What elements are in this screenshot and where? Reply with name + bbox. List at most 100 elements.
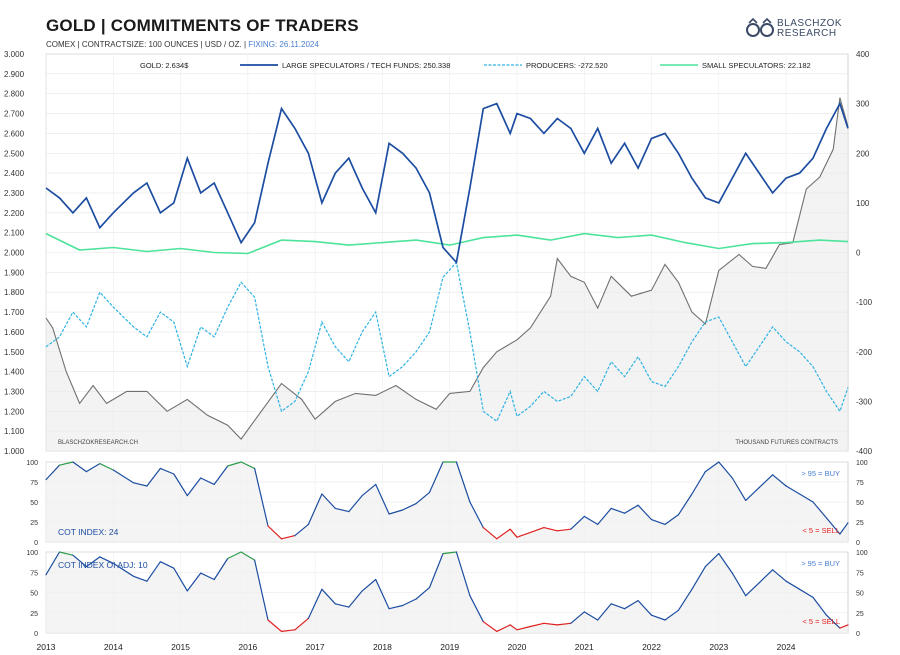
left-tick-label: 1.800 bbox=[4, 288, 25, 297]
index-segment bbox=[132, 575, 148, 582]
index-segment bbox=[482, 621, 498, 633]
small-specs-line bbox=[45, 232, 849, 255]
index-left-tick: 50 bbox=[30, 591, 38, 598]
legend-producers: PRODUCERS: -272.520 bbox=[526, 61, 608, 70]
index-segment bbox=[623, 599, 639, 610]
index-segment bbox=[482, 526, 498, 540]
x-tick-label: 2014 bbox=[104, 642, 123, 652]
index-segment bbox=[85, 463, 101, 473]
index-segment bbox=[758, 474, 774, 489]
index-segment bbox=[771, 569, 787, 582]
index-segment bbox=[839, 624, 849, 629]
left-tick-label: 1.200 bbox=[4, 407, 25, 416]
index-segment bbox=[294, 523, 309, 537]
left-tick-label: 2.700 bbox=[4, 110, 25, 119]
unit-note: THOUSAND FUTURES CONTRACTS bbox=[735, 440, 838, 446]
index-segment bbox=[839, 522, 849, 535]
left-tick-label: 2.500 bbox=[4, 149, 25, 158]
index-segment bbox=[348, 495, 363, 513]
index-segment bbox=[388, 604, 404, 610]
index-segment bbox=[280, 629, 296, 633]
right-tick-label: -100 bbox=[856, 298, 873, 307]
index-segment bbox=[543, 526, 558, 532]
index-segment bbox=[72, 461, 88, 473]
main-panel: 3.000 2.900 2.800 2.700 2.600 2.500 2.400 2.300… bbox=[4, 50, 873, 456]
left-tick-label: 2.200 bbox=[4, 209, 25, 218]
index-segment bbox=[375, 578, 390, 610]
left-tick-label: 3.000 bbox=[4, 50, 25, 59]
left-tick-label: 2.800 bbox=[4, 90, 25, 99]
x-tick-label: 2021 bbox=[575, 642, 594, 652]
index-segment bbox=[112, 469, 135, 484]
large-specs-line bbox=[45, 101, 849, 265]
index-segment bbox=[159, 467, 175, 475]
legend-large: LARGE SPECULATORS / TECH FUNDS: 250.338 bbox=[282, 61, 450, 70]
right-tick-label: 300 bbox=[856, 100, 870, 109]
x-tick-label: 2019 bbox=[440, 642, 459, 652]
index-segment bbox=[334, 603, 350, 608]
index-segment bbox=[159, 561, 175, 569]
right-tick-label: -300 bbox=[856, 397, 873, 406]
index-segment bbox=[415, 491, 431, 505]
left-tick-label: 1.000 bbox=[4, 447, 25, 456]
left-tick-label: 1.600 bbox=[4, 328, 25, 337]
x-tick-label: 2013 bbox=[37, 642, 56, 652]
index-segment bbox=[455, 551, 471, 597]
index-left-tick: 0 bbox=[34, 631, 38, 638]
cot-index-panel: 100 100 75 75 50 50 25 25 0 0 COT INDEX: 24 > 95 = … bbox=[26, 460, 867, 547]
index-segment bbox=[718, 461, 733, 479]
index-segment bbox=[637, 599, 653, 616]
index-segment bbox=[200, 572, 215, 581]
index-segment bbox=[597, 507, 612, 526]
index-segment bbox=[267, 525, 283, 540]
index-segment bbox=[650, 614, 666, 621]
left-tick-label: 2.400 bbox=[4, 169, 25, 178]
buy-rule: > 95 = BUY bbox=[801, 559, 840, 568]
left-tick-label: 1.500 bbox=[4, 348, 25, 357]
index-segment bbox=[85, 556, 101, 568]
index-segment bbox=[570, 611, 585, 624]
left-tick-label: 1.300 bbox=[4, 387, 25, 396]
index-right-tick: 50 bbox=[856, 591, 864, 598]
index-segment bbox=[307, 493, 323, 526]
right-tick-label: -200 bbox=[856, 348, 873, 357]
index-segment bbox=[99, 556, 114, 564]
left-tick-label: 2.900 bbox=[4, 70, 25, 79]
index-right-tick: 75 bbox=[856, 570, 864, 577]
index-segment bbox=[785, 580, 801, 590]
index-segment bbox=[132, 482, 148, 487]
index-segment bbox=[146, 467, 161, 487]
index-segment bbox=[583, 515, 599, 526]
logo-line2: RESEARCH bbox=[777, 28, 837, 39]
index-segment bbox=[745, 582, 760, 597]
cot-index-oi-adj-panel: 100 100 75 75 50 50 25 25 0 0 COT INDEX OI ADJ: 10… bbox=[26, 550, 867, 638]
gold-area bbox=[46, 97, 848, 451]
index-segment bbox=[664, 514, 680, 526]
x-tick-label: 2022 bbox=[642, 642, 661, 652]
index-segment bbox=[442, 551, 457, 555]
subtitle-fixing: FIXING: 26.11.2024 bbox=[248, 40, 319, 49]
index-segment bbox=[543, 622, 558, 626]
index-segment bbox=[112, 562, 135, 577]
legend-small: SMALL SPECULATORS: 22.182 bbox=[702, 61, 811, 70]
index-right-tick: 75 bbox=[856, 480, 864, 487]
index-segment bbox=[173, 567, 188, 592]
index-left-tick: 100 bbox=[26, 550, 38, 557]
index-label: COT INDEX OI ADJ: 10 bbox=[58, 560, 148, 570]
right-tick-label: 0 bbox=[856, 249, 861, 258]
index-right-tick: 50 bbox=[856, 500, 864, 507]
left-tick-label: 2.300 bbox=[4, 189, 25, 198]
index-segment bbox=[213, 465, 229, 485]
index-segment bbox=[240, 461, 256, 469]
index-left-tick: 50 bbox=[30, 500, 38, 507]
chart-title: GOLD | COMMITMENTS OF TRADERS bbox=[46, 16, 359, 35]
index-segment bbox=[428, 461, 444, 493]
x-axis: 2013 2014 2015 2016 2017 2018 2019 2020 2021 2022… bbox=[37, 642, 796, 652]
index-segment bbox=[664, 609, 680, 621]
index-segment bbox=[254, 467, 269, 527]
index-left-tick: 100 bbox=[26, 460, 38, 467]
index-segment bbox=[213, 557, 229, 581]
index-segment bbox=[496, 528, 511, 540]
index-segment bbox=[798, 588, 814, 599]
